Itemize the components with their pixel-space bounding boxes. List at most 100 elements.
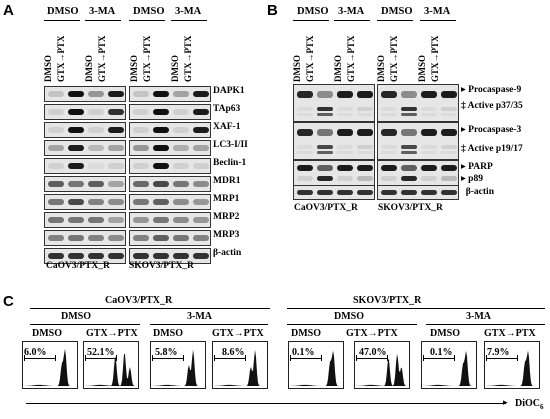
a-blot-band — [48, 199, 64, 205]
c-gate-bar — [486, 358, 518, 359]
b-label-beta-actin: β-actin — [461, 187, 494, 198]
a-g1-3ma-line — [85, 20, 121, 21]
a-blot-band — [88, 145, 104, 151]
a-g2-lane1: DMSO — [129, 55, 139, 82]
c-gate-tick — [214, 355, 215, 361]
c-gate-tick — [24, 355, 25, 361]
c-pct-4: 8.6% — [222, 347, 245, 358]
c-histogram-curve — [23, 348, 77, 386]
b-blot-band — [401, 176, 417, 181]
c-gate-tick — [454, 355, 455, 361]
a-g2-lane2: GTX→PTX — [142, 35, 152, 82]
c-gate-tick — [486, 355, 487, 361]
b-g2-lane1: DMSO — [376, 55, 386, 82]
b-blot-band — [441, 190, 457, 195]
c-cell-line-2-line — [287, 308, 545, 309]
a-g1-dmso-line — [44, 20, 80, 21]
b-blot-band — [357, 113, 373, 116]
a-g2-3ma-line — [171, 20, 207, 21]
b-cell-line-2: SKOV3/PTX_R — [378, 203, 443, 213]
a-blot-strip — [129, 248, 211, 264]
c-treat-2-line — [150, 324, 268, 325]
b-blot-band — [317, 151, 333, 154]
b-blot-band — [421, 151, 437, 154]
b-blot-band — [381, 145, 397, 149]
a-blot-band — [153, 127, 169, 133]
b-blot-band — [357, 129, 373, 136]
c-gate-tick — [85, 355, 86, 361]
b-label-procaspase3: ▸ Procaspase-3 — [461, 125, 522, 135]
b-blot-band — [357, 190, 373, 195]
a-blot-band — [108, 91, 124, 97]
c-gate-bar — [214, 358, 246, 359]
b-label-active-p37-text: Active p37/35 — [467, 101, 523, 111]
a-blot-band — [88, 235, 104, 241]
b-blot-band — [297, 190, 313, 195]
a-label-mrp1: MRP1 — [213, 194, 240, 204]
a-blot-band — [173, 163, 189, 169]
b-blot-band — [357, 145, 373, 149]
b-blot-band — [337, 190, 353, 195]
b-blot-band — [381, 91, 397, 98]
a-cell-line-2: SKOV3/PTX_R — [129, 261, 194, 271]
a-blot-band — [173, 127, 189, 133]
a-blot-band — [153, 109, 169, 115]
a-blot-band — [193, 145, 209, 151]
b-label-p89-text: p89 — [468, 174, 483, 184]
b-blot-band — [401, 91, 417, 98]
c-treat-2: 3-MA — [187, 311, 212, 322]
c-gate-tick — [290, 355, 291, 361]
b-blot-band — [381, 113, 397, 116]
c-histogram — [22, 341, 78, 389]
b-blot-band — [337, 176, 353, 181]
b-blot-band — [401, 145, 417, 149]
c-axis-label-sub: 6 — [540, 403, 544, 411]
c-axis-label: DiOC6 — [515, 399, 544, 411]
b-blot-strip — [293, 84, 375, 122]
b-blot-strip — [377, 185, 459, 200]
b-blot-band — [297, 107, 313, 111]
c-histogram-curve — [485, 350, 539, 386]
c-histogram-plot — [213, 349, 267, 386]
c-histogram — [150, 341, 206, 389]
c-cond-8: GTX→PTX — [484, 328, 536, 339]
a-blot-band — [48, 181, 64, 187]
b-blot-band — [317, 165, 333, 171]
a-g2-lane4: GTX→PTX — [183, 35, 193, 82]
a-label-mdr1: MDR1 — [213, 176, 241, 186]
c-cond-4: GTX→PTX — [212, 328, 264, 339]
a-blot-band — [133, 127, 149, 133]
b-blot-band — [317, 129, 333, 136]
a-blot-strip — [129, 230, 211, 246]
a-blot-band — [88, 91, 104, 97]
c-gate-bar — [152, 358, 184, 359]
b-blot-band — [337, 165, 353, 171]
a-blot-band — [88, 217, 104, 223]
b-blot-band — [381, 151, 397, 154]
c-treat-1: DMSO — [61, 311, 91, 322]
b-blot-band — [441, 176, 457, 181]
a-blot-band — [173, 217, 189, 223]
a-blot-band — [173, 181, 189, 187]
c-cond-5: DMSO — [291, 328, 321, 339]
a-blot-band — [153, 253, 169, 259]
c-cond-3: DMSO — [153, 328, 183, 339]
b-blot-band — [297, 91, 313, 98]
b-g1-dmso-header: DMSO — [297, 6, 329, 17]
b-blot-band — [297, 129, 313, 136]
b-blot-band — [337, 107, 353, 111]
c-treat-1-line — [30, 324, 140, 325]
a-blot-band — [48, 163, 64, 169]
a-blot-band — [108, 181, 124, 187]
a-blot-band — [133, 109, 149, 115]
b-blot-band — [317, 176, 333, 181]
a-blot-band — [173, 199, 189, 205]
a-blot-band — [88, 127, 104, 133]
c-gate-bar — [423, 358, 455, 359]
b-blot-band — [441, 107, 457, 111]
b-label-parp-text: PARP — [468, 162, 493, 172]
b-blot-band — [297, 113, 313, 116]
a-blot-band — [48, 217, 64, 223]
a-blot-band — [68, 235, 84, 241]
b-g1-dmso-line — [293, 20, 329, 21]
